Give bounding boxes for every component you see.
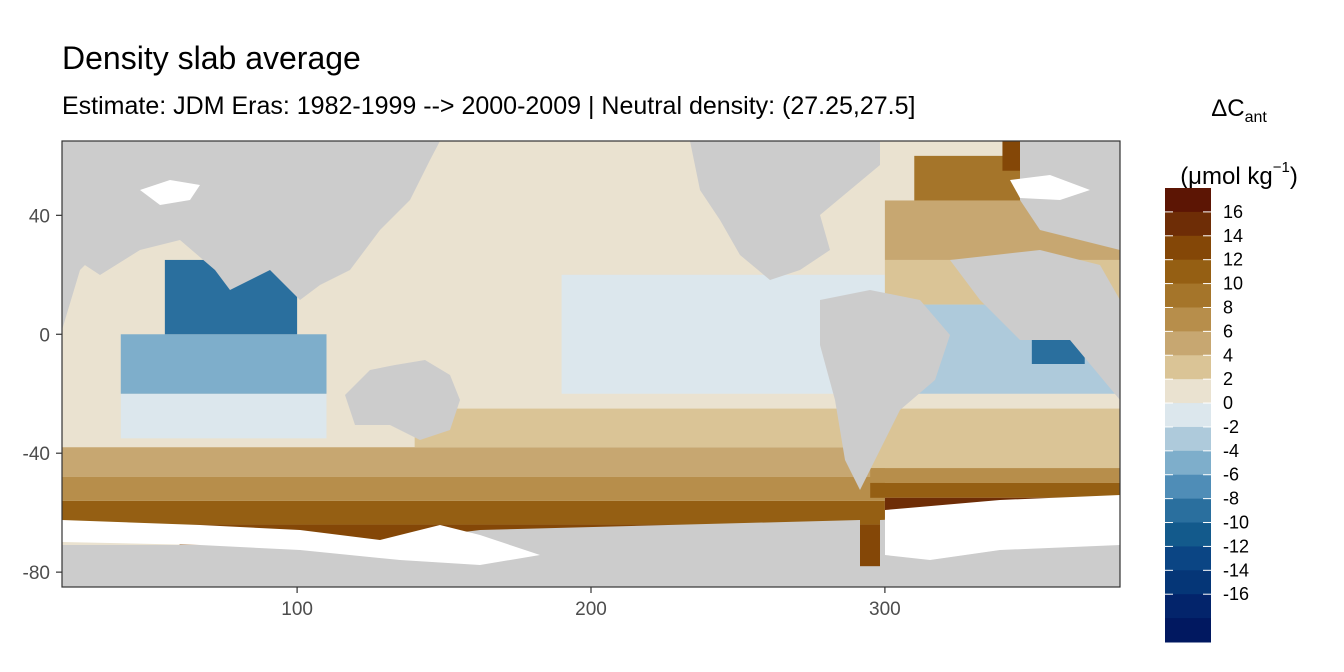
legend-label-4: 8 <box>1223 297 1233 317</box>
legend-title: ΔCant (μmol kg−1) <box>1154 84 1324 202</box>
land-africa-east <box>950 250 1120 400</box>
legend-swatch-5 <box>1165 307 1211 332</box>
legend-label-0: 16 <box>1223 202 1243 222</box>
region-cell-3 <box>62 476 885 501</box>
y-tick-label-2: -40 <box>23 444 50 465</box>
land-masses <box>62 141 1120 587</box>
y-axis: 40 0 -40 -80 <box>23 206 62 584</box>
chart-title: Density slab average <box>62 40 361 76</box>
land-north-america <box>690 141 880 280</box>
legend-swatch-9 <box>1165 403 1211 428</box>
legend-label-9: -2 <box>1223 417 1239 437</box>
legend-swatch-3 <box>1165 259 1211 285</box>
y-tick-label-1: 0 <box>39 325 50 346</box>
region-cell-8 <box>120 393 327 439</box>
nodata-ross <box>62 520 540 565</box>
y-tick-label-0: 40 <box>29 206 50 227</box>
legend-swatch-2 <box>1165 235 1211 261</box>
nodata-weddell <box>885 495 1120 560</box>
legend-label-10: -4 <box>1223 441 1239 461</box>
land-south-america <box>820 290 950 490</box>
legend-label-2: 12 <box>1223 250 1243 270</box>
no-data-areas <box>62 175 1120 565</box>
legend-unit-prefix: (μmol kg <box>1180 163 1273 190</box>
legend-label-5: 6 <box>1223 321 1233 341</box>
legend: 16 14 12 10 8 6 4 2 0 -2 -4 -6 -8 -10 -12 -14 -16 <box>1165 188 1249 643</box>
region-cell-17 <box>870 408 1120 469</box>
x-axis: 100 200 300 <box>281 587 901 620</box>
legend-swatch-15 <box>1165 546 1211 571</box>
legend-label-16: -16 <box>1223 584 1249 604</box>
region-cell-5 <box>414 408 856 448</box>
legend-unit-sup: −1 <box>1272 159 1290 176</box>
x-tick-label-0: 100 <box>281 599 313 620</box>
legend-label-7: 2 <box>1223 369 1233 389</box>
region-cell-18 <box>870 468 1120 483</box>
map-panel <box>62 141 1120 587</box>
legend-label-8: 0 <box>1223 393 1233 413</box>
legend-swatch-10 <box>1165 426 1211 452</box>
region-cell-2 <box>62 500 885 525</box>
legend-swatch-6 <box>1165 331 1211 356</box>
region-cell-4 <box>62 447 885 477</box>
legend-swatch-0 <box>1165 188 1211 213</box>
legend-swatch-13 <box>1165 498 1211 524</box>
legend-unit-suffix: ) <box>1289 163 1298 190</box>
legend-swatch-11 <box>1165 450 1211 476</box>
legend-label-12: -8 <box>1223 489 1239 509</box>
land-eurasia <box>62 141 440 300</box>
legend-swatch-4 <box>1165 283 1211 308</box>
legend-swatch-1 <box>1165 211 1211 237</box>
x-tick-label-2: 300 <box>869 599 901 620</box>
legend-swatch-18 <box>1165 618 1211 643</box>
nodata-med <box>1010 175 1090 200</box>
legend-swatch-7 <box>1165 355 1211 380</box>
legend-label-3: 10 <box>1223 274 1243 294</box>
legend-swatch-16 <box>1165 570 1211 595</box>
region-cell-9 <box>120 334 327 394</box>
chart-subtitle: Estimate: JDM Eras: 1982-1999 --> 2000-2… <box>62 92 916 120</box>
legend-title-sub: ant <box>1244 109 1267 126</box>
legend-label-13: -10 <box>1223 513 1249 533</box>
land-australia <box>345 360 460 440</box>
nodata-arctic <box>140 180 200 205</box>
region-cell-19 <box>870 482 1120 498</box>
legend-swatch-8 <box>1165 379 1211 404</box>
legend-label-15: -14 <box>1223 560 1249 580</box>
legend-title-main: ΔC <box>1211 95 1245 122</box>
legend-label-6: 4 <box>1223 345 1233 365</box>
legend-swatch-14 <box>1165 522 1211 547</box>
y-tick-label-3: -80 <box>23 563 50 584</box>
legend-label-11: -6 <box>1223 465 1239 485</box>
legend-swatch-12 <box>1165 474 1211 500</box>
x-tick-label-1: 200 <box>575 599 607 620</box>
legend-swatch-17 <box>1165 594 1211 619</box>
legend-label-14: -12 <box>1223 536 1249 556</box>
legend-label-1: 14 <box>1223 226 1243 246</box>
